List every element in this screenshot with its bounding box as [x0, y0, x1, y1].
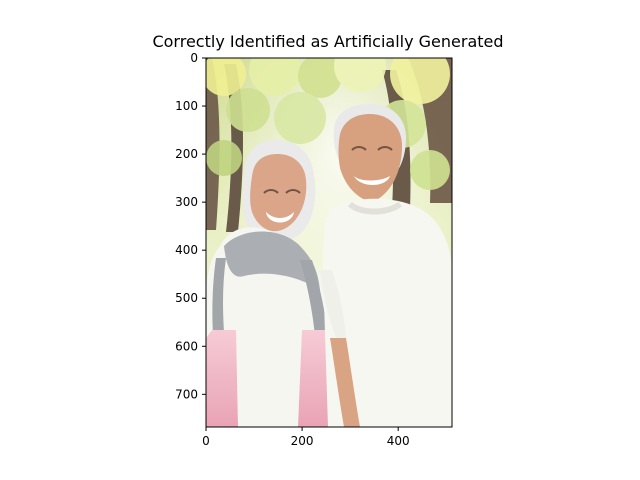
- axes-frame: [205, 57, 453, 428]
- y-tick-label: 300: [175, 195, 198, 209]
- y-tick-label: 400: [175, 243, 198, 257]
- y-tick-label: 700: [175, 387, 198, 401]
- figure-title: Correctly Identified as Artificially Gen…: [152, 32, 504, 51]
- photo: [206, 58, 452, 427]
- y-ticks: 0 100 200 300 400 500 600 700: [175, 51, 206, 401]
- x-ticks: 0 200 400: [202, 427, 410, 448]
- x-tick-label: 200: [291, 434, 314, 448]
- man: [320, 104, 452, 427]
- y-tick-label: 600: [175, 339, 198, 353]
- y-tick-label: 200: [175, 147, 198, 161]
- y-tick-label: 500: [175, 291, 198, 305]
- axes: 0 200 400 0 100 200 300 400 500 600 700: [175, 51, 453, 448]
- x-tick-label: 0: [202, 434, 210, 448]
- y-tick-label: 100: [175, 99, 198, 113]
- woman: [206, 140, 338, 427]
- x-tick-label: 400: [387, 434, 410, 448]
- y-tick-label: 0: [190, 51, 198, 65]
